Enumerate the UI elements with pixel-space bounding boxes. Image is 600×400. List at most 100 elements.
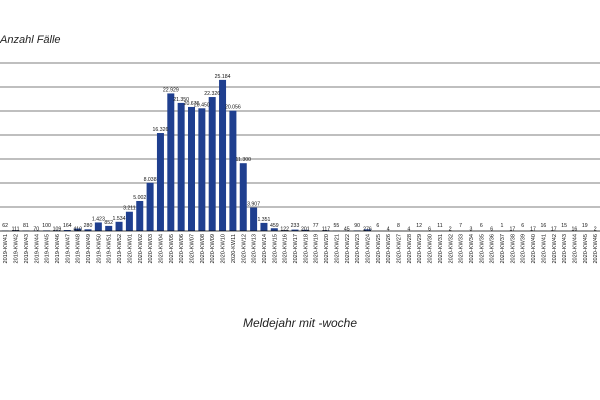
data-label: 117: [322, 227, 330, 233]
x-tick-label: 2020-KW23: [355, 234, 361, 264]
bar-2020-kw17: [291, 229, 299, 231]
x-tick-label: 2020-KW42: [552, 234, 558, 264]
bar-2020-kw18: [301, 229, 309, 231]
data-label: 19: [582, 223, 588, 229]
bar-2020-kw03: [146, 182, 154, 231]
bars-group: [1, 79, 599, 232]
gridlines: [0, 62, 600, 208]
data-label: 8.038: [144, 177, 157, 183]
data-label: 77: [313, 223, 319, 229]
data-label: 16.326: [153, 127, 169, 133]
x-tick-label: 2020-KW19: [314, 234, 320, 264]
data-label: 276: [363, 227, 372, 233]
x-tick-label: 2020-KW30: [428, 234, 434, 264]
bar-2019-kw52: [115, 221, 123, 231]
data-label: 201: [301, 227, 310, 233]
data-label: 2: [594, 227, 597, 233]
x-tick-label: 2020-KW41: [541, 234, 547, 264]
data-label: 8: [397, 223, 400, 229]
x-tick-label: 2020-KW38: [510, 234, 516, 264]
data-label: 111: [12, 227, 20, 233]
data-label: 70: [33, 227, 39, 233]
data-label: 852: [104, 220, 113, 226]
data-label: 122: [280, 227, 289, 233]
x-tick-label: 2019-KW48: [76, 234, 82, 264]
data-label: 1.351: [257, 217, 270, 223]
bar-2019-kw51: [105, 225, 113, 231]
data-label: 3.211: [123, 206, 136, 212]
data-label: 1.423: [92, 216, 105, 222]
data-label: 280: [84, 223, 93, 229]
x-tick-label: 2019-KW50: [96, 234, 102, 264]
x-tick-label: 2020-KW45: [583, 234, 589, 264]
bar-2020-kw08: [198, 108, 206, 231]
x-tick-label: 2020-KW29: [417, 234, 423, 264]
x-tick-label: 2020-KW18: [303, 234, 309, 264]
bar-2020-kw06: [177, 102, 185, 232]
tick-labels-group: 2019-KW41 2019-KW42 2019-KW43 2019-KW44 2019…: [3, 234, 599, 264]
data-label: 6: [428, 227, 431, 233]
x-tick-label: 2020-KW25: [376, 234, 382, 264]
bar-2019-kw49: [84, 229, 92, 231]
x-tick-label: 2020-KW36: [490, 234, 496, 264]
data-label: 17: [530, 227, 536, 233]
data-label: 62: [2, 223, 8, 229]
x-tick-label: 2020-KW43: [562, 234, 568, 264]
data-label: 5.002: [133, 195, 146, 201]
data-label: 21.350: [173, 97, 189, 103]
data-label: 11.300: [236, 157, 252, 163]
x-tick-label: 2020-KW05: [169, 234, 175, 264]
x-tick-label: 2020-KW06: [179, 234, 185, 264]
data-label: 25.184: [215, 74, 231, 80]
x-tick-label: 2020-KW14: [262, 234, 268, 264]
bar-2020-kw15: [270, 228, 278, 231]
bar-2020-kw24: [363, 229, 371, 231]
data-label: 81: [23, 223, 29, 229]
bar-2020-kw05: [167, 93, 175, 232]
x-tick-label: 2020-KW21: [334, 234, 340, 264]
data-labels-group: 6211181701001091644102801.4238521.5343.2…: [2, 74, 597, 233]
x-tick-label: 2019-KW41: [3, 234, 9, 264]
data-label: 2: [449, 227, 452, 233]
data-label: 4: [387, 227, 390, 233]
x-tick-label: 2020-KW37: [500, 234, 506, 264]
data-label: 17: [551, 227, 557, 233]
x-tick-label: 2020-KW34: [469, 234, 475, 264]
x-tick-label: 2020-KW24: [365, 234, 371, 264]
data-label: 20.056: [225, 105, 241, 111]
data-label: 109: [53, 227, 62, 233]
x-tick-label: 2020-KW33: [459, 234, 465, 264]
x-tick-label: 2020-KW02: [138, 234, 144, 264]
data-label: 55: [334, 223, 340, 229]
x-tick-label: 2019-KW46: [55, 234, 61, 264]
bar-2019-kw50: [94, 222, 102, 231]
x-tick-label: 2020-KW12: [241, 234, 247, 264]
x-tick-label: 2019-KW52: [117, 234, 123, 264]
x-tick-label: 2020-KW46: [593, 234, 599, 264]
data-label: 22.929: [163, 87, 179, 93]
x-tick-label: 2020-KW03: [148, 234, 154, 264]
data-label: 17: [509, 227, 515, 233]
data-label: 459: [270, 223, 279, 229]
x-tick-label: 2019-KW47: [65, 234, 71, 264]
bar-2019-kw47: [63, 230, 71, 231]
data-label: 100: [42, 223, 51, 229]
x-tick-label: 2020-KW39: [521, 234, 527, 264]
bar-2020-kw02: [136, 200, 144, 231]
x-tick-label: 2019-KW51: [107, 234, 113, 264]
bar-2020-kw07: [188, 106, 195, 231]
x-tick-label: 2020-KW13: [252, 234, 258, 264]
bar-2019-kw48: [74, 228, 82, 231]
bar-2020-kw14: [260, 222, 268, 231]
data-label: 12: [416, 223, 422, 229]
bar-2020-kw09: [208, 97, 216, 231]
x-tick-label: 2020-KW22: [345, 234, 351, 264]
data-label: 3: [470, 227, 473, 233]
data-label: 11: [437, 223, 442, 229]
bar-2020-kw04: [156, 133, 164, 231]
x-tick-label: 2020-KW40: [531, 234, 537, 264]
x-tick-label: 2020-KW08: [200, 234, 206, 264]
x-tick-label: 2019-KW43: [24, 234, 30, 264]
x-tick-label: 2020-KW44: [572, 234, 578, 264]
x-tick-label: 2019-KW45: [45, 234, 51, 264]
